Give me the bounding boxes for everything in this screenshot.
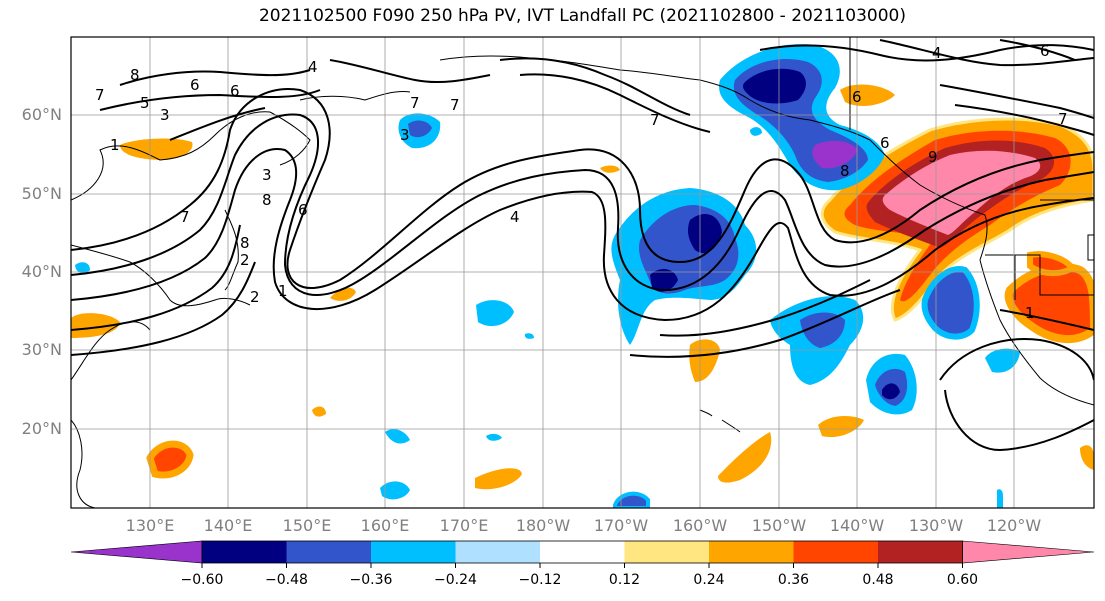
colorbar-cell [371, 541, 456, 563]
coastlines [71, 37, 1094, 508]
contour-label: 8 [130, 66, 140, 84]
lon-label: 180°W [515, 516, 571, 535]
contour-label: 4 [932, 44, 942, 62]
lon-label: 150°E [282, 516, 332, 535]
colorbar-cell [709, 541, 794, 563]
contour-label: 3 [262, 166, 272, 184]
lon-label: 140°W [829, 516, 885, 535]
contour-label: 2 [250, 288, 260, 306]
contour-label: 9 [928, 148, 938, 166]
lon-label: 140°E [203, 516, 253, 535]
contour-label: 7 [450, 96, 460, 114]
lon-label: 160°W [672, 516, 728, 535]
colorbar-tick-label: 0.36 [777, 572, 810, 588]
contour-label: 7 [1058, 110, 1068, 128]
colorbar [70, 540, 1095, 568]
contour-label: 1 [1025, 304, 1035, 322]
colorbar-tick-label: −0.12 [518, 572, 562, 588]
colorbar-tick-label: 0.48 [862, 572, 894, 588]
lon-label: 130°E [125, 516, 175, 535]
colorbar-cell [962, 540, 1095, 564]
colorbar-cell [455, 541, 540, 563]
contour-label: 7 [650, 111, 660, 129]
contour-label: 3 [400, 126, 410, 144]
lon-label: 130°W [908, 516, 964, 535]
lat-label: 20°N [21, 419, 62, 438]
contour-label: 4 [308, 58, 318, 76]
contour-label: 6 [298, 201, 308, 219]
pv-contours [71, 39, 1094, 452]
lat-label: 60°N [21, 105, 62, 124]
colorbar-tick-label: −0.36 [349, 572, 393, 588]
colorbar-tick-label: −0.60 [180, 572, 224, 588]
graticule [71, 37, 1094, 508]
colorbar-tick-label: 0.12 [608, 572, 641, 588]
colorbar-tick-label: −0.24 [434, 572, 477, 588]
colorbar-tick-label: 0.60 [946, 572, 979, 588]
contour-label: 6 [880, 134, 890, 152]
contour-labels: 8 7 6 5 4 3 2 1 7 6 8 7 3 7 4 6 7 9 6 8 … [95, 42, 1068, 322]
contour-label: 3 [160, 106, 170, 124]
colorbar-cell [878, 541, 963, 563]
map-frame [70, 36, 1095, 509]
lon-label: 120°W [986, 516, 1042, 535]
lat-label: 40°N [21, 262, 62, 281]
contour-label: 8 [262, 191, 272, 209]
colorbar-cell [202, 541, 287, 563]
contour-label: 2 [240, 251, 250, 269]
colorbar-cell [540, 541, 625, 563]
contour-label: 8 [840, 162, 850, 180]
contour-label: 7 [410, 94, 420, 112]
contour-label: 6 [230, 82, 240, 100]
contour-label: 7 [180, 208, 190, 226]
contour-label: 4 [510, 208, 520, 226]
lat-label: 30°N [21, 340, 62, 359]
contour-label: 8 [240, 234, 250, 252]
contour-label: 6 [190, 76, 200, 94]
chart-title: 2021102500 F090 250 hPa PV, IVT Landfall… [258, 6, 906, 26]
colorbar-cell [624, 541, 709, 563]
colorbar-cell [286, 541, 371, 563]
colorbar-cell [70, 540, 203, 564]
colorbar-tick-label: −0.48 [265, 572, 308, 588]
contour-label: 7 [95, 86, 105, 104]
contour-label: 6 [852, 88, 862, 106]
lat-label: 50°N [21, 184, 62, 203]
contour-label: 5 [140, 94, 150, 112]
lon-label: 170°E [439, 516, 489, 535]
contour-label: 6 [1040, 42, 1050, 60]
colorbar-tick-label: 0.24 [693, 572, 725, 588]
lon-label: 170°W [593, 516, 649, 535]
colorbar-cell [793, 541, 878, 563]
lon-label: 160°E [360, 516, 410, 535]
pv-anomaly-shading [71, 44, 1094, 508]
contour-label: 1 [110, 136, 120, 154]
lon-label: 150°W [751, 516, 807, 535]
contour-label: 1 [278, 282, 288, 300]
